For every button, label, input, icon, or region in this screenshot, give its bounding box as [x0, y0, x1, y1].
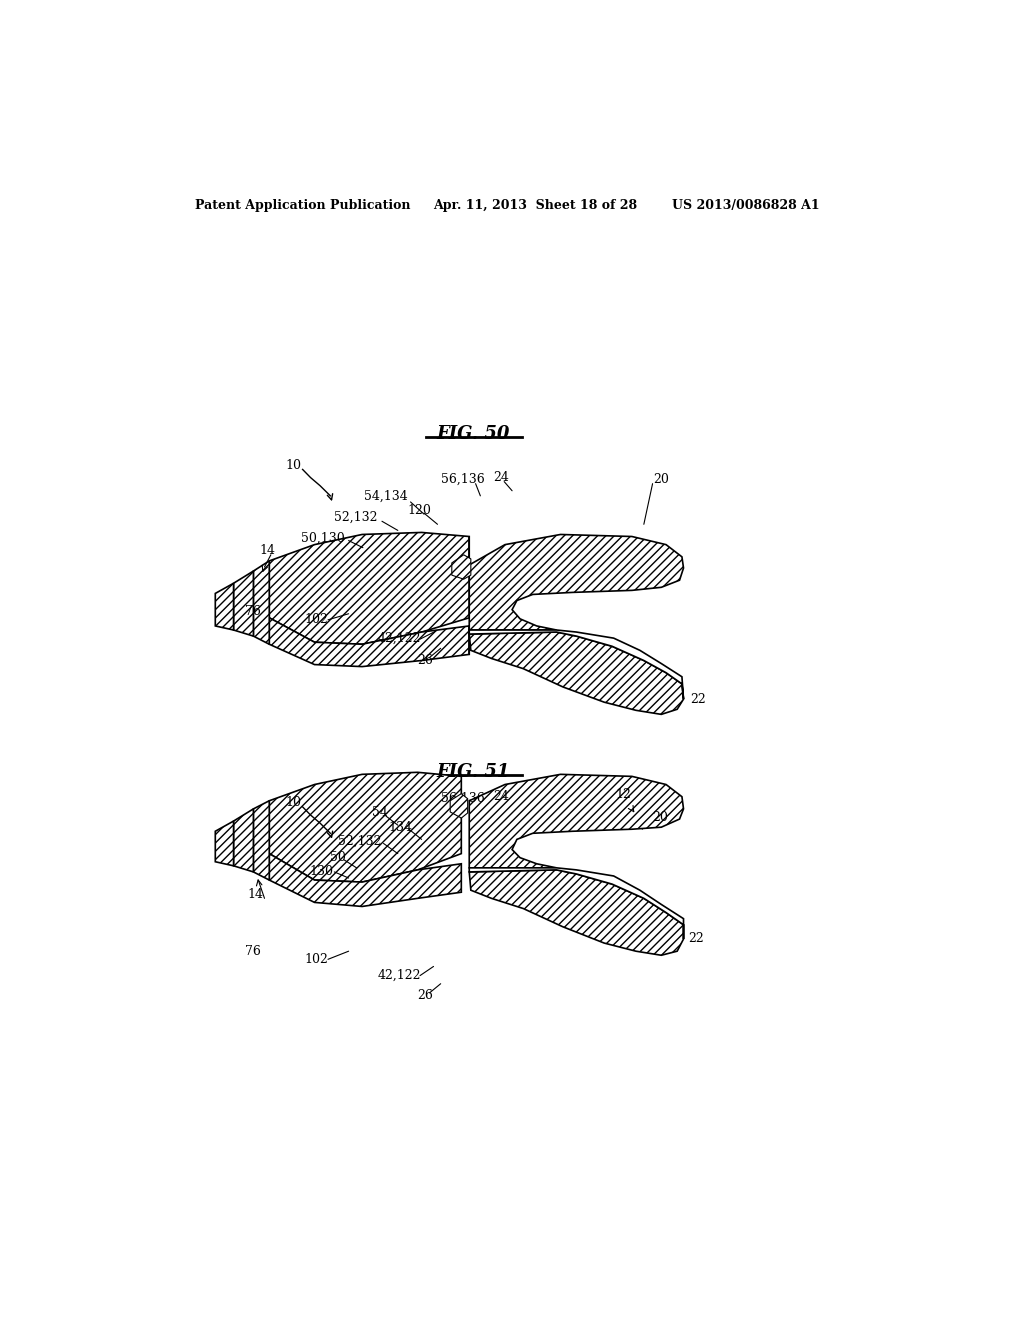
Text: 10: 10: [285, 796, 301, 809]
Polygon shape: [233, 809, 253, 873]
Text: FIG. 51: FIG. 51: [436, 763, 510, 781]
Polygon shape: [215, 821, 233, 866]
Text: 120: 120: [408, 503, 431, 516]
Text: 56,136: 56,136: [441, 792, 485, 805]
Text: 10: 10: [285, 459, 301, 471]
Text: 22: 22: [690, 693, 706, 706]
Polygon shape: [253, 561, 269, 644]
Polygon shape: [469, 630, 684, 700]
Text: 56,136: 56,136: [441, 473, 485, 486]
Polygon shape: [451, 793, 468, 818]
Polygon shape: [469, 867, 684, 939]
Text: 52,132: 52,132: [334, 511, 378, 524]
Text: 26: 26: [418, 653, 433, 667]
Polygon shape: [269, 532, 469, 644]
Polygon shape: [469, 535, 684, 630]
Text: 50: 50: [331, 851, 346, 865]
Text: 52,132: 52,132: [338, 836, 382, 847]
Text: 14: 14: [247, 888, 263, 900]
Text: 20: 20: [653, 473, 670, 486]
Text: 102: 102: [304, 953, 328, 966]
Text: 20: 20: [652, 810, 668, 824]
Text: 54,134: 54,134: [365, 490, 409, 503]
Polygon shape: [233, 572, 253, 636]
Text: 76: 76: [246, 945, 261, 958]
Text: 12: 12: [615, 788, 631, 801]
Polygon shape: [269, 618, 469, 667]
Polygon shape: [269, 772, 461, 882]
Polygon shape: [469, 870, 684, 956]
Text: 26: 26: [418, 990, 433, 1002]
Polygon shape: [469, 775, 684, 867]
Text: 102: 102: [304, 614, 328, 627]
Text: FIG. 50: FIG. 50: [436, 425, 510, 442]
Text: Patent Application Publication: Patent Application Publication: [196, 199, 411, 213]
Text: 76: 76: [246, 605, 261, 618]
Text: 130: 130: [309, 866, 333, 878]
Text: 22: 22: [688, 932, 705, 945]
Text: 42,122: 42,122: [378, 632, 422, 644]
Text: 54: 54: [373, 807, 388, 820]
Text: 24: 24: [494, 791, 509, 803]
Text: 24: 24: [494, 471, 509, 484]
Polygon shape: [469, 632, 684, 714]
Polygon shape: [253, 801, 269, 880]
Text: 14: 14: [259, 544, 274, 557]
Polygon shape: [215, 583, 233, 630]
Text: 42,122: 42,122: [378, 969, 422, 982]
Polygon shape: [269, 854, 461, 907]
Text: 134: 134: [388, 821, 413, 834]
Text: 50,130: 50,130: [301, 532, 345, 545]
Text: Apr. 11, 2013  Sheet 18 of 28: Apr. 11, 2013 Sheet 18 of 28: [433, 199, 638, 213]
Polygon shape: [452, 554, 471, 579]
Text: US 2013/0086828 A1: US 2013/0086828 A1: [672, 199, 819, 213]
